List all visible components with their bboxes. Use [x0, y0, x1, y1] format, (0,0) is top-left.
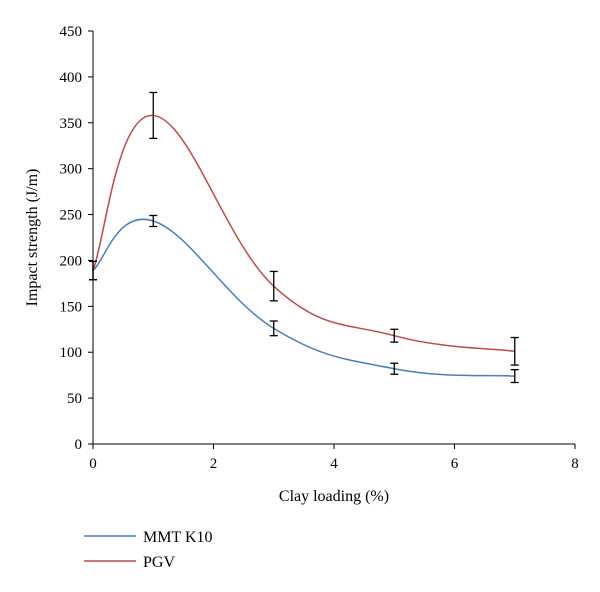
error-bar — [390, 362, 399, 375]
error-bar — [149, 214, 158, 228]
error-bar — [510, 369, 519, 384]
error-bar — [149, 91, 158, 140]
x-tick-label: 0 — [89, 456, 97, 472]
x-tick-label: 6 — [451, 456, 459, 472]
series-line-1 — [92, 218, 515, 377]
legend-entry: PGV — [84, 554, 175, 571]
x-tick-label: 8 — [571, 456, 579, 472]
error-bars — [89, 91, 519, 384]
series-line-2 — [92, 114, 515, 353]
y-tick-label: 350 — [60, 116, 83, 132]
y-tick-label: 50 — [67, 391, 82, 407]
legend-label: PGV — [143, 554, 175, 571]
y-axis-title: Impact strength (J/m) — [24, 169, 41, 307]
y-tick-label: 250 — [60, 208, 83, 224]
y-tick-label: 300 — [60, 162, 83, 178]
y-tick-label: 450 — [60, 24, 83, 40]
error-bar — [269, 270, 278, 302]
y-tick-label: 200 — [60, 253, 83, 269]
y-tick-label: 0 — [75, 437, 83, 453]
legend: MMT K10 PGV — [84, 529, 213, 571]
x-tick-label: 4 — [330, 456, 338, 472]
y-tick-label: 100 — [60, 345, 83, 361]
error-bar — [390, 328, 399, 343]
error-bar — [269, 320, 278, 337]
x-tick-label: 2 — [210, 456, 218, 472]
y-tick-label: 150 — [60, 299, 83, 315]
legend-label: MMT K10 — [143, 529, 213, 546]
legend-entry: MMT K10 — [84, 529, 213, 546]
x-axis-title: Clay loading (%) — [279, 488, 389, 505]
series-layer — [92, 114, 515, 377]
y-axis-ticks: 0 50 100 150 200 250 300 350 400 450 — [60, 24, 93, 453]
error-bar — [510, 336, 519, 366]
y-tick-label: 400 — [60, 70, 83, 86]
x-axis-ticks: 0 2 4 6 8 — [89, 444, 579, 472]
